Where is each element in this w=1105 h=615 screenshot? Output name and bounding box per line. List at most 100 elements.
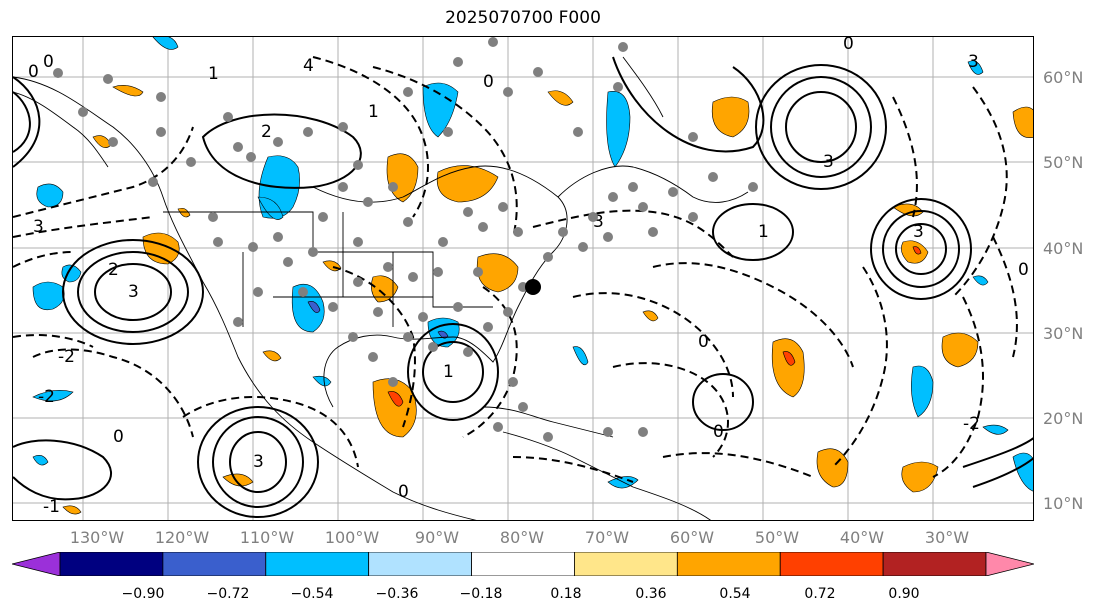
orange-patch <box>1012 106 1033 139</box>
colorbar-tick: 0.18 <box>550 586 582 602</box>
lon-label: 90°W <box>414 528 460 547</box>
high-contour <box>77 251 189 333</box>
map-title: 2025070700 F000 <box>445 8 601 28</box>
colorbar-segment <box>574 552 678 576</box>
blue-patch <box>312 375 332 387</box>
colorbar-segment <box>882 552 987 576</box>
high-contour <box>94 263 172 321</box>
orange-patch <box>62 505 82 515</box>
colorbar-tick: −0.18 <box>459 586 503 602</box>
blue-patch <box>32 390 74 402</box>
high-contour <box>13 91 31 153</box>
contour-label: -2 <box>58 347 75 367</box>
lon-label: 60°W <box>669 528 715 547</box>
high-contour <box>612 56 765 153</box>
contour-label: 1 <box>368 102 379 122</box>
colorbar-tick: −0.36 <box>375 586 419 602</box>
colorbar-segment <box>676 552 781 576</box>
colorbar-tick: −0.54 <box>290 586 334 602</box>
colorbar-tick: 0.90 <box>888 586 920 602</box>
colorbar-segment <box>368 552 472 576</box>
lon-label: 50°W <box>754 528 800 547</box>
contour-label: 0 <box>43 52 54 72</box>
contour-label: 1 <box>443 362 454 382</box>
orange-patch <box>371 275 399 303</box>
orange-patch <box>901 461 939 493</box>
contour-label: 3 <box>823 152 834 172</box>
contour-label: 0 <box>698 332 709 352</box>
blue-patch <box>437 330 449 339</box>
forecast-map: 0 1 4 2 1 3 2 3 -2 -2 -1 0 3 1 0 0 0 1 3… <box>12 36 1034 521</box>
high-contour <box>785 91 857 163</box>
high-contour <box>13 439 113 501</box>
contour-label: 0 <box>1018 260 1029 280</box>
blue-patch <box>36 183 64 208</box>
high-contour <box>962 437 1033 468</box>
contour-label: 2 <box>108 260 119 280</box>
high-contour <box>407 323 499 421</box>
orange-patch <box>112 85 144 97</box>
contour-label: 3 <box>253 452 264 472</box>
lon-label: 130°W <box>69 528 125 547</box>
colorbar <box>12 552 1034 576</box>
graticule <box>13 37 1033 520</box>
blue-patch <box>606 90 631 168</box>
lat-label: 30°N <box>1043 324 1084 343</box>
lat-label: 50°N <box>1043 153 1084 172</box>
high-contour <box>13 76 41 168</box>
blue-patch <box>32 455 49 466</box>
lon-label: 110°W <box>239 528 295 547</box>
contour-label: -2 <box>963 414 980 434</box>
contour-label: 4 <box>303 56 314 76</box>
lat-label: 10°N <box>1043 494 1084 513</box>
high-contour <box>229 431 287 493</box>
orange-patch <box>177 207 191 218</box>
high-contour <box>422 341 484 403</box>
orange-patch <box>642 310 659 322</box>
contour-label: 0 <box>28 62 39 82</box>
orange-patch <box>711 96 750 138</box>
contour-label: 0 <box>113 427 124 447</box>
colorbar-tick: −0.72 <box>206 586 250 602</box>
blue-patch <box>982 424 1009 435</box>
colorbar-tick: 0.36 <box>635 586 667 602</box>
orange-patch <box>547 90 574 106</box>
blue-patch <box>967 60 984 75</box>
blue-patch <box>152 37 179 50</box>
contour-label: 3 <box>968 52 979 72</box>
contour-label: -2 <box>38 387 55 407</box>
high-contour <box>870 198 972 300</box>
colorbar-segment <box>59 552 164 576</box>
blue-patch <box>422 82 459 138</box>
contour-label: 3 <box>593 212 604 232</box>
colorbar-segment <box>779 552 884 576</box>
orange-patch <box>782 351 796 366</box>
orange-patch <box>436 165 499 203</box>
contour-label: 3 <box>33 217 44 237</box>
orange-patch <box>262 350 282 362</box>
colorbar-segment <box>162 552 267 576</box>
colorbar-segment <box>471 552 575 576</box>
high-contour <box>770 76 872 178</box>
contour-label: 2 <box>261 122 272 142</box>
lon-label: 70°W <box>584 528 630 547</box>
high-contour <box>212 416 304 508</box>
high-contour <box>692 373 754 431</box>
blue-patch <box>911 365 934 418</box>
contour-label: 0 <box>398 482 409 502</box>
colorbar-tick: 0.72 <box>804 586 836 602</box>
contour-label: 3 <box>913 222 924 242</box>
lon-label: 80°W <box>499 528 545 547</box>
orange-patch <box>386 153 419 203</box>
contour-label: 1 <box>758 222 769 242</box>
orange-patch <box>816 448 849 488</box>
orange-patch <box>901 240 929 264</box>
high-contour <box>895 223 947 275</box>
contour-label: 1 <box>208 64 219 84</box>
lon-label: 120°W <box>154 528 210 547</box>
lon-label: 100°W <box>324 528 380 547</box>
blue-patch <box>307 301 321 313</box>
orange-patch <box>387 391 404 407</box>
blue-patch <box>32 281 65 311</box>
high-contour <box>62 239 204 345</box>
